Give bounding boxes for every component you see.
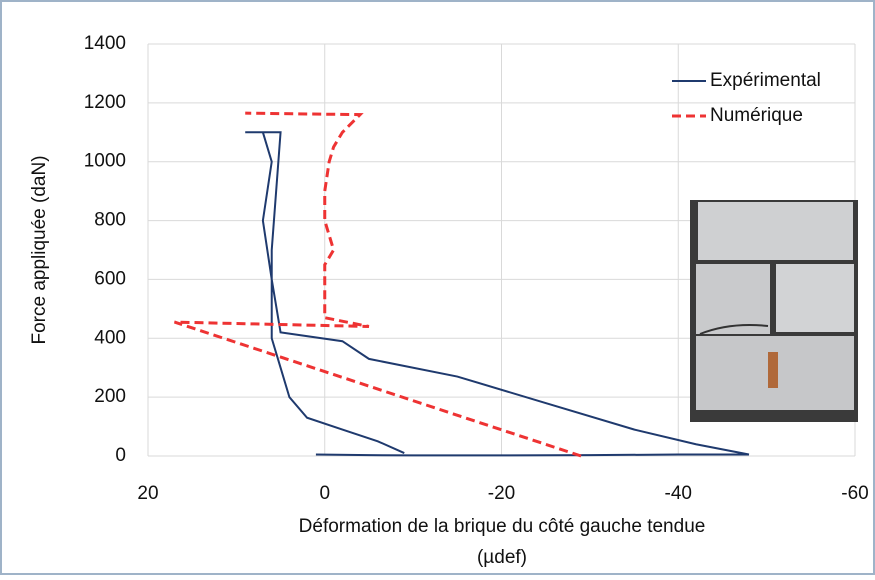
y-tick-label: 1400 [84,33,126,54]
y-tick-label: 1000 [84,151,126,172]
y-tick-label: 0 [115,445,126,466]
x-tick-label: 0 [319,483,330,504]
legend-label: Expérimental [710,70,821,91]
x-axis-title: Déformation de la brique du côté gauche … [299,516,706,537]
x-tick-label: 20 [137,483,158,504]
y-tick-label: 200 [94,386,126,407]
y-tick-label: 1200 [84,92,126,113]
y-axis-title: Force appliquée (daN) [29,155,50,344]
x-tick-label: -60 [841,483,868,504]
y-tick-label: 800 [94,210,126,231]
x-axis-title: (µdef) [477,547,527,568]
legend-label: Numérique [710,105,803,126]
x-tick-label: -40 [665,483,692,504]
inset-photo [690,200,858,422]
y-tick-label: 400 [94,327,126,348]
y-tick-label: 600 [94,268,126,289]
x-tick-label: -20 [488,483,515,504]
data-line [245,131,750,457]
data-line [174,111,582,458]
